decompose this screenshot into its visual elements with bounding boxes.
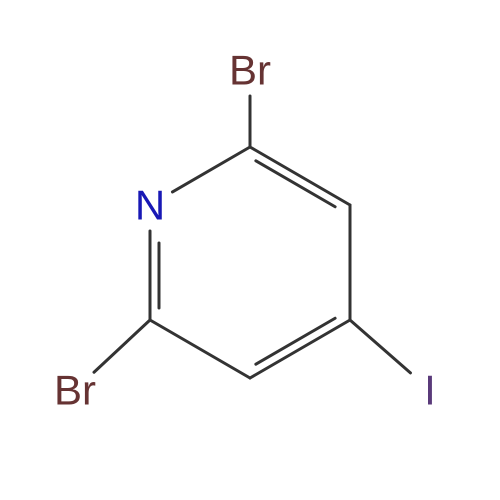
br-atom-label: Br bbox=[54, 367, 96, 414]
i-atom-label: I bbox=[424, 367, 436, 414]
bond bbox=[250, 320, 350, 378]
bond bbox=[150, 320, 250, 378]
molecule-diagram: N Br Br I bbox=[0, 0, 500, 500]
bond bbox=[256, 318, 335, 364]
bond bbox=[250, 147, 350, 205]
bond bbox=[350, 320, 410, 373]
br-atom-label: Br bbox=[229, 47, 271, 94]
bond bbox=[256, 161, 335, 207]
bond bbox=[172, 147, 250, 192]
bond bbox=[94, 320, 150, 372]
n-atom-label: N bbox=[135, 182, 165, 229]
